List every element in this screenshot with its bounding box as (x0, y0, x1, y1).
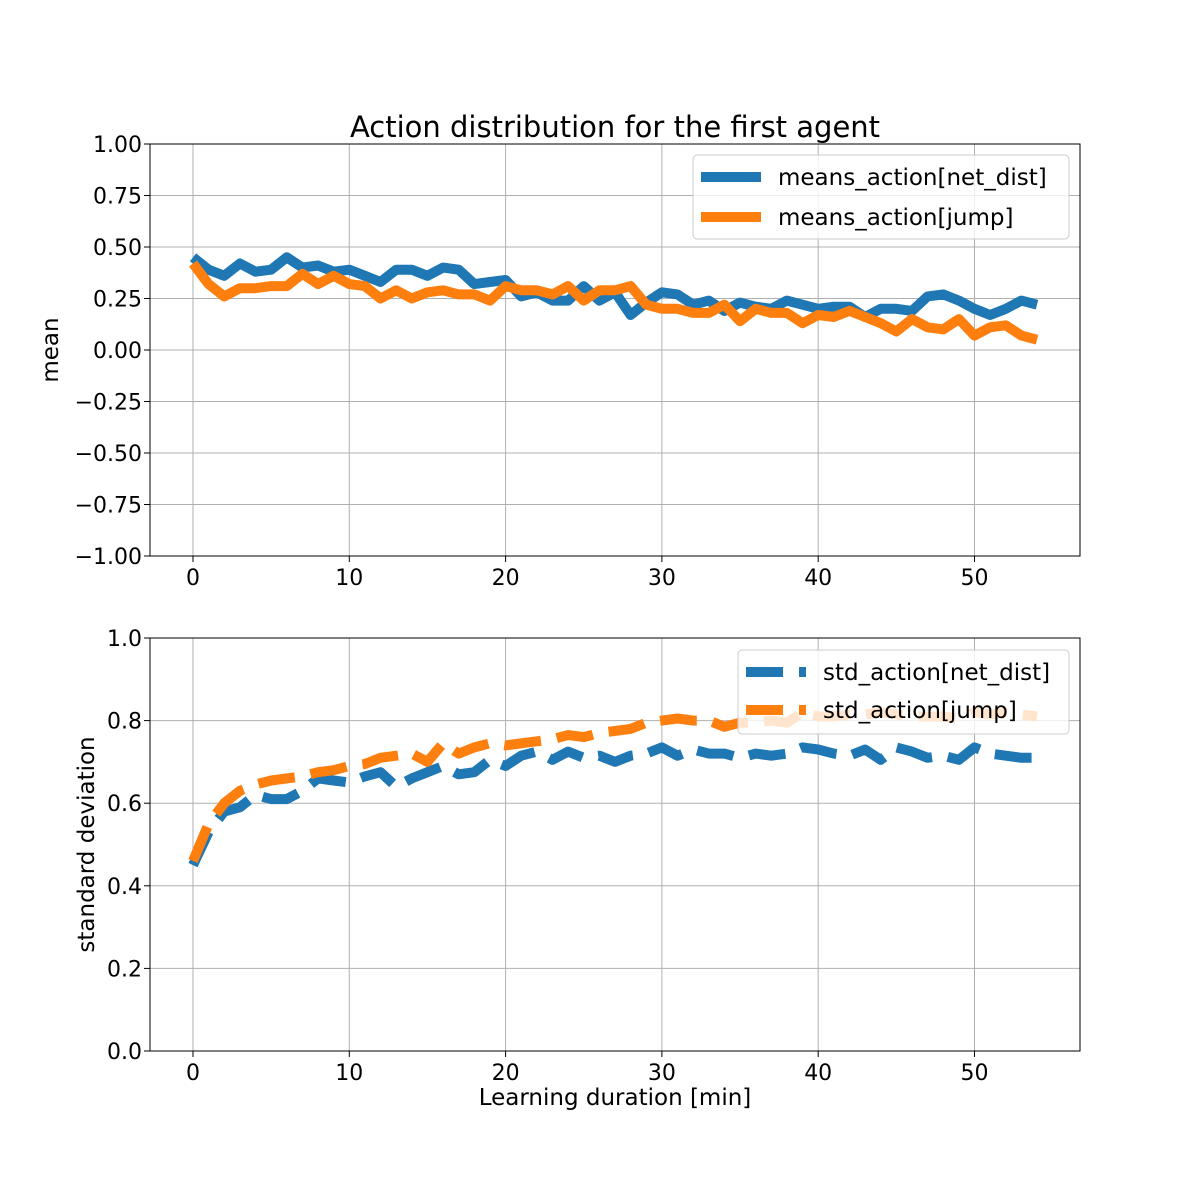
series-line-orange (188, 707, 1038, 863)
x-tick-label: 30 (648, 1061, 676, 1086)
x-tick-label: 10 (335, 566, 363, 591)
y-tick-label: 0.4 (107, 875, 142, 900)
y-tick-label: 0.0 (107, 1040, 142, 1065)
mean-subplot: 0 10 20 30 40 50 −1.00 −0.75 −0.50 −0.25 0.00 0.25 0… (38, 133, 1081, 591)
legend-box (737, 649, 1070, 735)
legend-box (692, 154, 1070, 240)
legend: means_action[net_dist] means_action[jump] (692, 154, 1070, 240)
x-axis-label: Learning duration [min] (479, 1085, 752, 1111)
legend: std_action[net_dist] std_action[jump] (737, 649, 1070, 735)
legend-label: means_action[jump] (778, 205, 1013, 231)
std-subplot: 0 10 20 30 40 50 0.0 0.2 0.4 0.6 0.8 1.0 standard de… (74, 627, 1081, 1111)
x-tick-label: 50 (960, 566, 988, 591)
series-group (188, 707, 1038, 868)
y-axis-label: standard deviation (74, 736, 100, 952)
y-tick-label: 0.25 (93, 288, 142, 313)
y-tick-label: 1.0 (107, 627, 142, 652)
axes-frame (149, 637, 1081, 1052)
y-tick-label: 0.6 (107, 792, 142, 817)
legend-label: means_action[net_dist] (778, 165, 1047, 191)
series-line-orange (189, 260, 1039, 345)
x-tick-label: 20 (492, 566, 520, 591)
y-tick-label: −1.00 (75, 545, 142, 570)
y-tick-label: 1.00 (93, 133, 142, 158)
legend-label: std_action[jump] (823, 698, 1017, 724)
x-tick-label: 10 (335, 1061, 363, 1086)
y-tick-label: 0.50 (93, 236, 142, 261)
y-tick-label: −0.75 (75, 494, 142, 519)
y-axis-label: mean (38, 317, 64, 382)
y-tick-label: 0.75 (93, 185, 142, 210)
x-tick-label: 0 (186, 566, 200, 591)
series-line-blue (188, 742, 1037, 868)
y-tick-label: −0.50 (75, 442, 142, 467)
y-tick-label: −0.25 (75, 391, 142, 416)
legend-label: std_action[net_dist] (823, 660, 1050, 686)
x-tick-label: 40 (804, 1061, 832, 1086)
chart-title: Action distribution for the first agent (350, 110, 880, 144)
y-tick-label: 0.2 (107, 957, 142, 982)
x-tick-label: 0 (186, 1061, 200, 1086)
y-tick-label: 0.00 (93, 339, 142, 364)
x-tick-label: 30 (648, 566, 676, 591)
y-tick-label: 0.8 (107, 710, 142, 735)
x-tick-label: 50 (960, 1061, 988, 1086)
x-tick-label: 20 (492, 1061, 520, 1086)
series-group (189, 252, 1039, 345)
x-tick-label: 40 (804, 566, 832, 591)
